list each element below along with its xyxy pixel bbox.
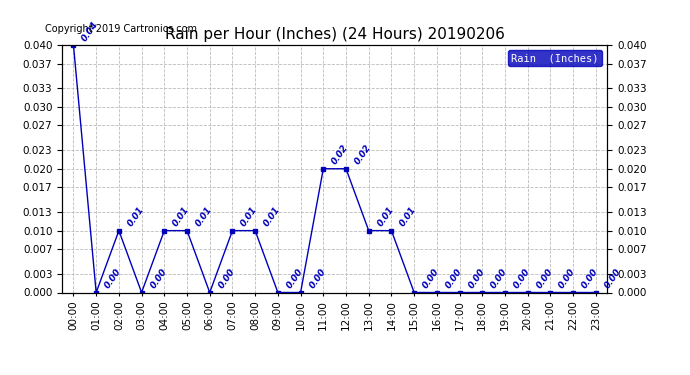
Rain  (Inches)	[137, 290, 146, 295]
Text: 0.01: 0.01	[262, 205, 282, 228]
Rain  (Inches)	[274, 290, 282, 295]
Text: 0.00: 0.00	[512, 267, 532, 290]
Text: 0.00: 0.00	[489, 267, 509, 290]
Rain  (Inches)	[387, 228, 395, 233]
Text: 0.00: 0.00	[466, 267, 486, 290]
Rain  (Inches)	[92, 290, 100, 295]
Text: 0.04: 0.04	[81, 20, 101, 43]
Text: 0.01: 0.01	[398, 205, 418, 228]
Text: 0.01: 0.01	[375, 205, 396, 228]
Rain  (Inches)	[342, 166, 350, 171]
Text: 0.01: 0.01	[239, 205, 259, 228]
Text: 0.00: 0.00	[103, 267, 124, 290]
Text: 0.02: 0.02	[353, 143, 373, 166]
Text: 0.00: 0.00	[603, 267, 623, 290]
Rain  (Inches)	[160, 228, 168, 233]
Rain  (Inches)	[455, 290, 464, 295]
Text: 0.00: 0.00	[308, 267, 328, 290]
Text: 0.00: 0.00	[444, 267, 464, 290]
Rain  (Inches)	[524, 290, 532, 295]
Text: 0.01: 0.01	[126, 205, 146, 228]
Text: 0.00: 0.00	[285, 267, 305, 290]
Rain  (Inches)	[592, 290, 600, 295]
Text: 0.01: 0.01	[194, 205, 214, 228]
Rain  (Inches)	[410, 290, 418, 295]
Text: 0.00: 0.00	[558, 267, 578, 290]
Text: 0.00: 0.00	[580, 267, 600, 290]
Text: 0.00: 0.00	[421, 267, 441, 290]
Rain  (Inches)	[228, 228, 237, 233]
Text: 0.00: 0.00	[148, 267, 168, 290]
Text: 0.01: 0.01	[171, 205, 191, 228]
Rain  (Inches)	[206, 290, 214, 295]
Title: Rain per Hour (Inches) (24 Hours) 20190206: Rain per Hour (Inches) (24 Hours) 201902…	[165, 27, 504, 42]
Legend: Rain  (Inches): Rain (Inches)	[509, 50, 602, 66]
Text: 0.00: 0.00	[535, 267, 555, 290]
Rain  (Inches)	[569, 290, 578, 295]
Rain  (Inches)	[546, 290, 555, 295]
Rain  (Inches)	[69, 43, 77, 47]
Line: Rain  (Inches): Rain (Inches)	[72, 43, 598, 294]
Rain  (Inches)	[297, 290, 305, 295]
Text: 0.02: 0.02	[331, 143, 351, 166]
Rain  (Inches)	[319, 166, 328, 171]
Rain  (Inches)	[364, 228, 373, 233]
Rain  (Inches)	[478, 290, 486, 295]
Rain  (Inches)	[433, 290, 441, 295]
Rain  (Inches)	[115, 228, 123, 233]
Rain  (Inches)	[501, 290, 509, 295]
Text: Copyright 2019 Cartronics.com: Copyright 2019 Cartronics.com	[45, 24, 197, 34]
Text: 0.00: 0.00	[217, 267, 237, 290]
Rain  (Inches)	[251, 228, 259, 233]
Rain  (Inches)	[183, 228, 191, 233]
